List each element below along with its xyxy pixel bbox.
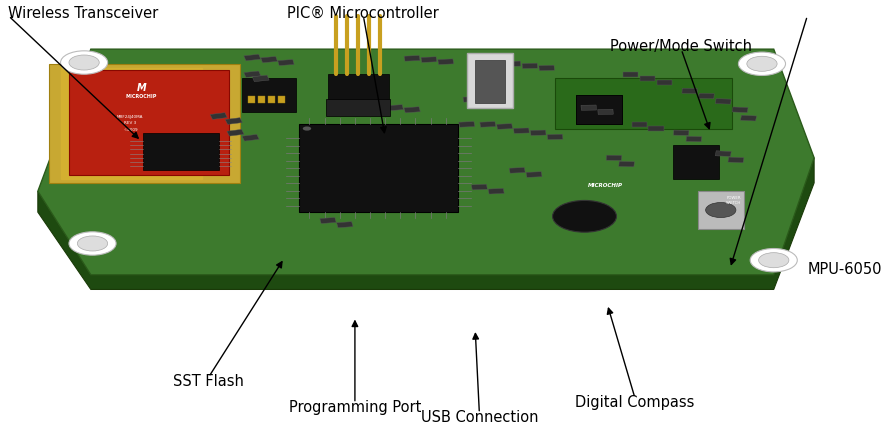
- Polygon shape: [242, 79, 296, 112]
- Bar: [673, 131, 689, 136]
- Bar: [242, 135, 259, 142]
- Bar: [480, 122, 496, 128]
- Text: REV 3: REV 3: [124, 121, 137, 125]
- Polygon shape: [38, 158, 814, 290]
- Polygon shape: [143, 133, 218, 171]
- Bar: [480, 99, 496, 105]
- Bar: [686, 137, 702, 142]
- Bar: [699, 94, 714, 99]
- Bar: [387, 105, 403, 112]
- Bar: [530, 131, 546, 136]
- Polygon shape: [60, 69, 202, 179]
- Bar: [513, 129, 529, 134]
- Polygon shape: [576, 96, 622, 125]
- Polygon shape: [475, 60, 504, 104]
- Bar: [227, 130, 244, 137]
- Bar: [619, 162, 634, 167]
- Bar: [261, 58, 277, 63]
- Text: MICROCHIP: MICROCHIP: [125, 93, 157, 98]
- Bar: [244, 72, 261, 78]
- Bar: [631, 123, 646, 127]
- Bar: [547, 135, 563, 140]
- Bar: [463, 97, 479, 103]
- Bar: [404, 56, 420, 62]
- Bar: [539, 66, 554, 72]
- Bar: [438, 60, 454, 65]
- Bar: [496, 124, 512, 130]
- Bar: [581, 106, 597, 111]
- Text: MPU-6050: MPU-6050: [807, 262, 882, 276]
- Bar: [210, 113, 227, 120]
- Circle shape: [739, 53, 786, 76]
- Polygon shape: [69, 71, 229, 175]
- Circle shape: [750, 249, 797, 272]
- Text: Power/Mode Switch: Power/Mode Switch: [610, 39, 752, 54]
- Circle shape: [60, 52, 107, 75]
- Circle shape: [69, 232, 116, 256]
- Text: Programming Port: Programming Port: [289, 400, 421, 414]
- Bar: [488, 189, 504, 195]
- Text: ©2009: ©2009: [123, 127, 138, 131]
- Bar: [252, 76, 269, 83]
- Bar: [522, 64, 537, 69]
- Bar: [716, 152, 731, 157]
- Bar: [716, 99, 731, 105]
- Text: POWER
SWITCH: POWER SWITCH: [725, 196, 741, 204]
- Circle shape: [77, 236, 107, 251]
- Bar: [472, 185, 488, 190]
- Circle shape: [747, 57, 777, 72]
- Bar: [509, 168, 525, 174]
- Text: MRF24J40MA: MRF24J40MA: [117, 115, 144, 119]
- Bar: [732, 108, 748, 113]
- Polygon shape: [673, 146, 719, 179]
- Bar: [648, 127, 663, 132]
- Bar: [657, 81, 672, 86]
- Circle shape: [69, 56, 99, 71]
- Bar: [526, 172, 542, 178]
- Bar: [404, 107, 420, 113]
- Bar: [741, 116, 757, 122]
- Polygon shape: [467, 54, 513, 108]
- Bar: [640, 77, 655, 82]
- Bar: [278, 97, 285, 104]
- Bar: [244, 55, 261, 62]
- Text: Digital Compass: Digital Compass: [575, 394, 694, 409]
- Bar: [268, 97, 275, 104]
- Polygon shape: [555, 79, 732, 129]
- Bar: [337, 222, 353, 228]
- Circle shape: [552, 201, 616, 233]
- Bar: [623, 72, 638, 78]
- Bar: [682, 89, 697, 94]
- Bar: [598, 110, 614, 115]
- Polygon shape: [576, 96, 622, 125]
- Polygon shape: [326, 100, 390, 117]
- Bar: [226, 118, 242, 125]
- Circle shape: [758, 253, 789, 268]
- Bar: [258, 97, 265, 104]
- Text: USB Connection: USB Connection: [421, 409, 538, 424]
- Text: SST Flash: SST Flash: [173, 373, 244, 388]
- Text: Wireless Transceiver: Wireless Transceiver: [8, 6, 159, 21]
- Bar: [505, 62, 521, 67]
- Text: PIC® Microcontroller: PIC® Microcontroller: [288, 6, 440, 21]
- Circle shape: [706, 203, 736, 218]
- Text: M: M: [137, 83, 147, 92]
- Bar: [320, 218, 337, 224]
- Circle shape: [303, 127, 311, 131]
- Polygon shape: [38, 50, 814, 275]
- Bar: [421, 58, 437, 63]
- Polygon shape: [328, 75, 389, 102]
- Polygon shape: [698, 192, 744, 229]
- Polygon shape: [298, 125, 458, 213]
- Bar: [728, 158, 744, 163]
- Bar: [278, 60, 294, 66]
- Bar: [248, 97, 255, 104]
- Bar: [607, 156, 622, 161]
- Text: MICROCHIP: MICROCHIP: [588, 183, 623, 188]
- Bar: [459, 122, 475, 128]
- Polygon shape: [49, 65, 240, 184]
